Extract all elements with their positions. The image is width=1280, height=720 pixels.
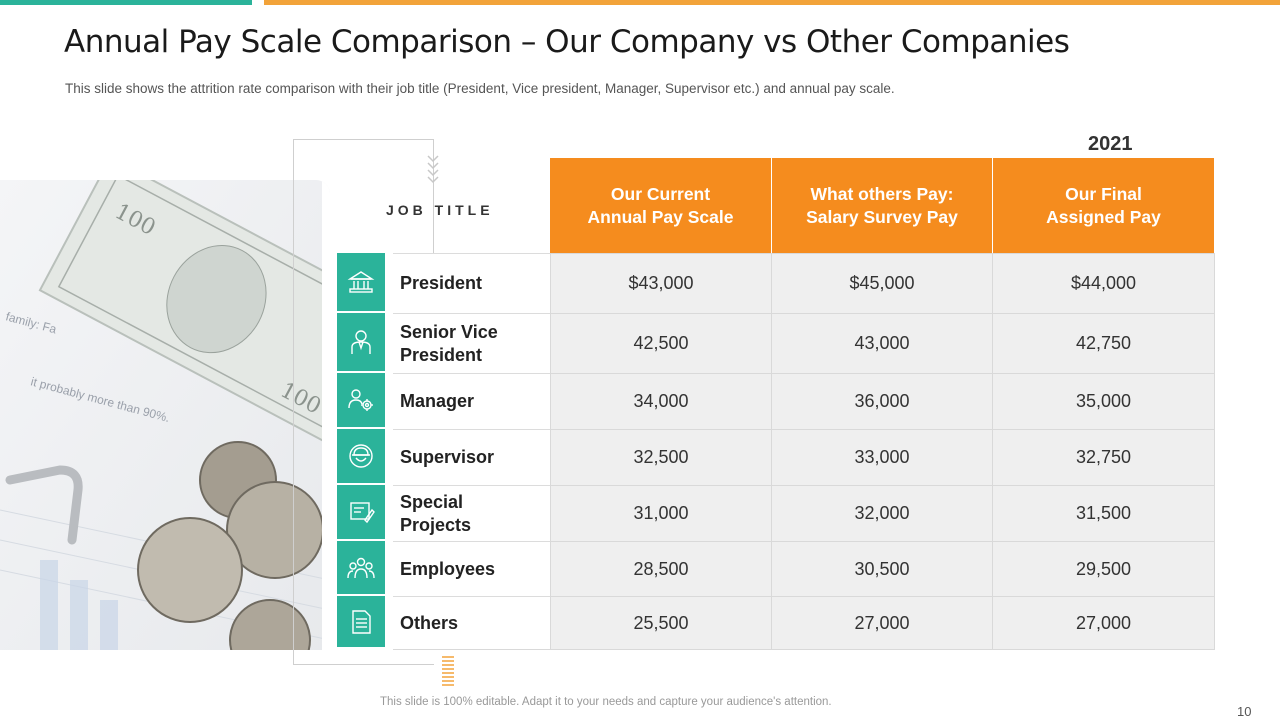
stripes-decor-icon bbox=[442, 656, 454, 686]
team-people-icon bbox=[337, 541, 385, 594]
top-accent-bar-teal bbox=[0, 0, 252, 5]
footer-note: This slide is 100% editable. Adapt it to… bbox=[380, 696, 832, 708]
value-cell-senior-vice-president-1: 43,000 bbox=[771, 313, 992, 373]
value-cell-supervisor-1: 33,000 bbox=[771, 429, 992, 485]
value-cell-manager-2: 35,000 bbox=[992, 373, 1214, 429]
value-cell-employees-0: 28,500 bbox=[550, 541, 771, 596]
year-label: 2021 bbox=[1088, 133, 1133, 155]
header-current-pay: Our Current Annual Pay Scale bbox=[550, 158, 771, 253]
value-cell-president-2: $44,000 bbox=[992, 253, 1214, 313]
row-label-president: President bbox=[393, 253, 550, 313]
value-cell-others-2: 27,000 bbox=[992, 596, 1214, 649]
building-icon bbox=[337, 253, 385, 311]
row-label-others: Others bbox=[393, 596, 550, 649]
value-cell-others-1: 27,000 bbox=[771, 596, 992, 649]
manager-gear-icon bbox=[337, 373, 385, 427]
supervisor-helmet-icon bbox=[337, 429, 385, 483]
value-cell-manager-1: 36,000 bbox=[771, 373, 992, 429]
value-cell-special-projects-1: 32,000 bbox=[771, 485, 992, 541]
slide-title: Annual Pay Scale Comparison – Our Compan… bbox=[64, 24, 1070, 60]
header-final-pay: Our Final Assigned Pay bbox=[993, 158, 1214, 253]
value-cell-senior-vice-president-0: 42,500 bbox=[550, 313, 771, 373]
row-label-employees: Employees bbox=[393, 541, 550, 596]
value-cell-president-1: $45,000 bbox=[771, 253, 992, 313]
value-cell-employees-2: 29,500 bbox=[992, 541, 1214, 596]
header-survey-pay: What others Pay: Salary Survey Pay bbox=[772, 158, 992, 253]
table-right-border bbox=[1214, 253, 1215, 650]
value-cell-manager-0: 34,000 bbox=[550, 373, 771, 429]
row-label-manager: Manager bbox=[393, 373, 550, 429]
value-cell-special-projects-0: 31,000 bbox=[550, 485, 771, 541]
project-board-icon bbox=[337, 485, 385, 539]
value-cell-special-projects-2: 31,500 bbox=[992, 485, 1214, 541]
page-number: 10 bbox=[1237, 704, 1252, 719]
chevron-down-decor-icon bbox=[427, 155, 439, 184]
row-label-senior-vice-president: Senior Vice President bbox=[393, 313, 550, 373]
row-label-special-projects: Special Projects bbox=[393, 485, 550, 541]
value-cell-supervisor-0: 32,500 bbox=[550, 429, 771, 485]
value-cell-senior-vice-president-2: 42,750 bbox=[992, 313, 1214, 373]
money-photo: 100 100 family: Fa it probably more than… bbox=[0, 180, 330, 650]
value-cell-employees-1: 30,500 bbox=[771, 541, 992, 596]
executive-person-icon bbox=[337, 313, 385, 371]
value-cell-president-0: $43,000 bbox=[550, 253, 771, 313]
slide-subtitle: This slide shows the attrition rate comp… bbox=[65, 81, 895, 96]
value-cell-others-0: 25,500 bbox=[550, 596, 771, 649]
job-title-frame bbox=[293, 139, 434, 665]
frame-divider bbox=[433, 139, 434, 259]
top-accent-bar-orange bbox=[264, 0, 1280, 5]
row-label-supervisor: Supervisor bbox=[393, 429, 550, 485]
value-cell-supervisor-2: 32,750 bbox=[992, 429, 1214, 485]
document-icon bbox=[337, 596, 385, 647]
table-bottom-border bbox=[393, 649, 1214, 650]
job-title-label: JOB TITLE bbox=[386, 202, 494, 218]
